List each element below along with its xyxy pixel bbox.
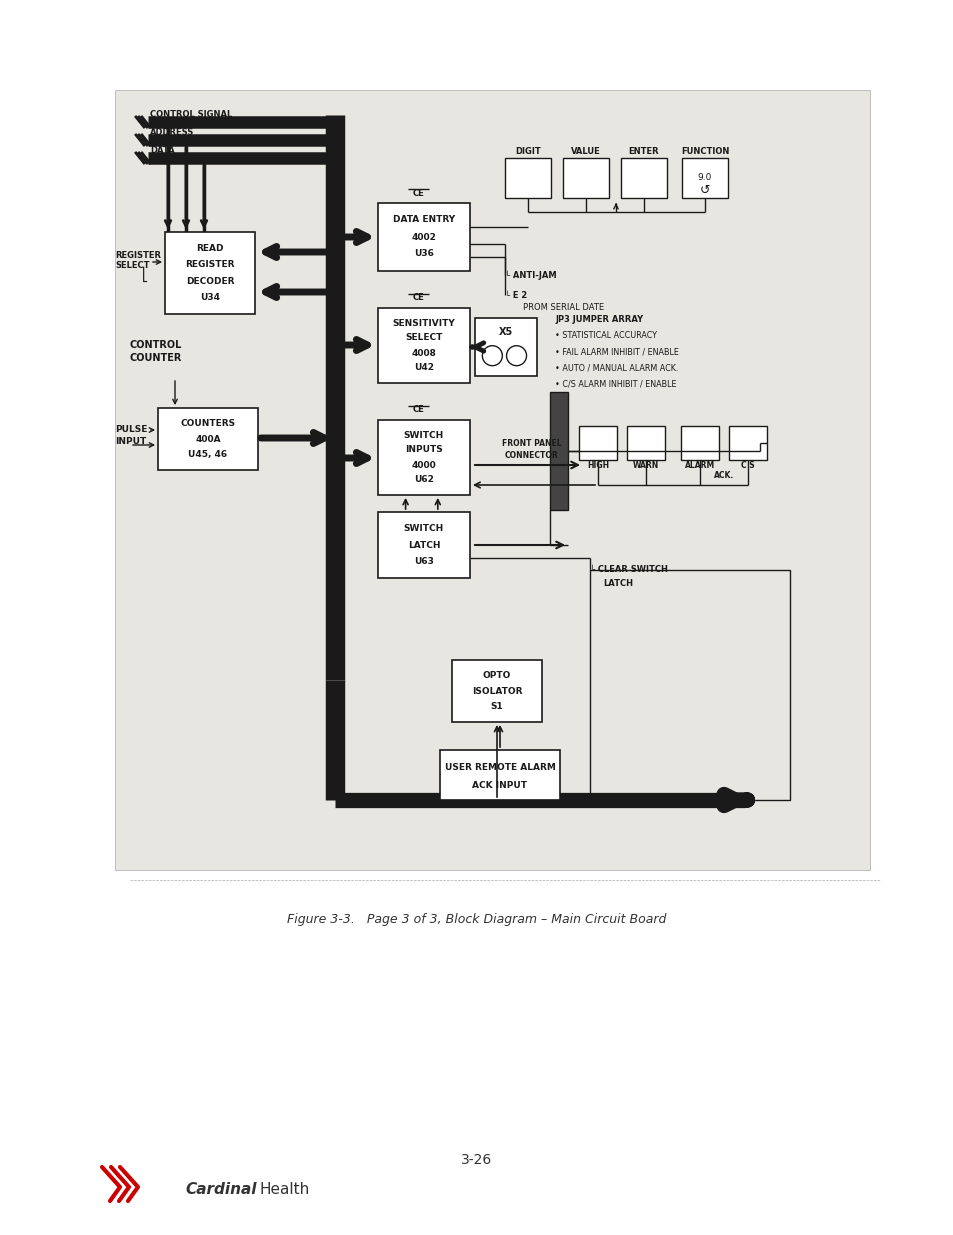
Text: PULSE: PULSE xyxy=(115,426,147,435)
Text: U45, 46: U45, 46 xyxy=(189,450,228,459)
Text: LATCH: LATCH xyxy=(407,541,439,550)
Text: SWITCH: SWITCH xyxy=(403,524,444,534)
Text: CE: CE xyxy=(413,189,424,198)
Bar xyxy=(377,513,470,578)
Bar xyxy=(115,90,869,869)
Bar xyxy=(681,158,727,198)
Bar xyxy=(589,571,789,800)
Text: SENSITIVITY: SENSITIVITY xyxy=(393,319,455,327)
Text: U62: U62 xyxy=(414,475,434,484)
Text: CE: CE xyxy=(413,294,424,303)
Text: COUNTERS: COUNTERS xyxy=(180,419,235,429)
Text: ACK INPUT: ACK INPUT xyxy=(472,781,527,789)
Text: DATA: DATA xyxy=(150,146,174,156)
Text: X5: X5 xyxy=(498,327,513,337)
Text: FRONT PANEL: FRONT PANEL xyxy=(501,438,561,447)
Text: 9.0: 9.0 xyxy=(697,173,712,183)
Bar xyxy=(578,426,617,459)
Text: LATCH: LATCH xyxy=(602,578,633,588)
Bar xyxy=(626,426,664,459)
Text: DIGIT: DIGIT xyxy=(515,147,540,157)
Text: ENTER: ENTER xyxy=(628,147,659,157)
Text: CONNECTOR: CONNECTOR xyxy=(504,452,558,461)
Text: DATA ENTRY: DATA ENTRY xyxy=(393,215,455,225)
Bar xyxy=(158,408,257,471)
Bar xyxy=(550,391,567,510)
Bar xyxy=(377,203,470,270)
Text: READ: READ xyxy=(196,243,224,253)
Text: INPUTS: INPUTS xyxy=(405,446,442,454)
Text: FUNCTION: FUNCTION xyxy=(680,147,728,157)
Text: CONTROL: CONTROL xyxy=(130,340,182,350)
Text: ⎣: ⎣ xyxy=(142,267,148,282)
Text: U36: U36 xyxy=(414,249,434,258)
Text: ↺: ↺ xyxy=(699,184,709,196)
Text: 4008: 4008 xyxy=(411,348,436,357)
Bar xyxy=(377,308,470,383)
Text: Health: Health xyxy=(260,1182,310,1198)
Text: U63: U63 xyxy=(414,557,434,566)
Text: • C/S ALARM INHIBIT / ENABLE: • C/S ALARM INHIBIT / ENABLE xyxy=(555,379,676,389)
Text: SWITCH: SWITCH xyxy=(403,431,444,440)
Text: S1: S1 xyxy=(490,701,503,711)
Text: Figure 3-3.   Page 3 of 3, Block Diagram – Main Circuit Board: Figure 3-3. Page 3 of 3, Block Diagram –… xyxy=(287,914,666,926)
Text: COUNTER: COUNTER xyxy=(130,353,182,363)
Text: DECODER: DECODER xyxy=(186,277,234,285)
Text: SELECT: SELECT xyxy=(115,261,150,269)
Text: HIGH: HIGH xyxy=(586,462,608,471)
Text: CE: CE xyxy=(413,405,424,415)
Text: └ E 2: └ E 2 xyxy=(504,290,527,300)
Bar xyxy=(562,158,608,198)
Text: VALUE: VALUE xyxy=(571,147,600,157)
Bar xyxy=(728,426,766,459)
Text: • FAIL ALARM INHIBIT / ENABLE: • FAIL ALARM INHIBIT / ENABLE xyxy=(555,347,679,357)
Text: C S: C S xyxy=(740,462,754,471)
Text: CONTROL SIGNAL: CONTROL SIGNAL xyxy=(150,110,232,119)
Text: ISOLATOR: ISOLATOR xyxy=(471,687,521,695)
Text: OPTO: OPTO xyxy=(482,671,511,680)
Text: ACK.: ACK. xyxy=(713,472,734,480)
Text: └ ANTI-JAM: └ ANTI-JAM xyxy=(504,270,556,279)
Text: SELECT: SELECT xyxy=(405,333,442,342)
Bar xyxy=(475,317,537,375)
Text: 3-26: 3-26 xyxy=(461,1153,492,1167)
Text: REGISTER: REGISTER xyxy=(115,251,161,259)
Bar xyxy=(165,232,254,314)
Bar xyxy=(504,158,551,198)
Bar xyxy=(680,426,719,459)
Text: PROM SERIAL DATE: PROM SERIAL DATE xyxy=(522,303,603,311)
Text: ALARM: ALARM xyxy=(684,462,715,471)
Text: • STATISTICAL ACCURACY: • STATISTICAL ACCURACY xyxy=(555,331,657,341)
Text: • AUTO / MANUAL ALARM ACK.: • AUTO / MANUAL ALARM ACK. xyxy=(555,363,678,373)
Text: USER REMOTE ALARM: USER REMOTE ALARM xyxy=(444,763,555,772)
Bar xyxy=(377,420,470,495)
Text: Cardinal: Cardinal xyxy=(185,1182,256,1198)
Text: U34: U34 xyxy=(200,293,220,303)
Bar xyxy=(452,659,541,722)
Text: REGISTER: REGISTER xyxy=(185,261,234,269)
Text: INPUT: INPUT xyxy=(115,437,146,447)
Text: 4002: 4002 xyxy=(411,232,436,242)
Text: JP3 JUMPER ARRAY: JP3 JUMPER ARRAY xyxy=(555,315,642,325)
Text: WARN: WARN xyxy=(632,462,659,471)
Text: 400A: 400A xyxy=(195,435,220,443)
Text: U42: U42 xyxy=(414,363,434,373)
Bar xyxy=(439,750,559,800)
Bar xyxy=(620,158,666,198)
Text: ADDRESS: ADDRESS xyxy=(150,128,194,137)
Text: 4000: 4000 xyxy=(411,461,436,469)
Text: └ CLEAR SWITCH: └ CLEAR SWITCH xyxy=(589,566,667,574)
